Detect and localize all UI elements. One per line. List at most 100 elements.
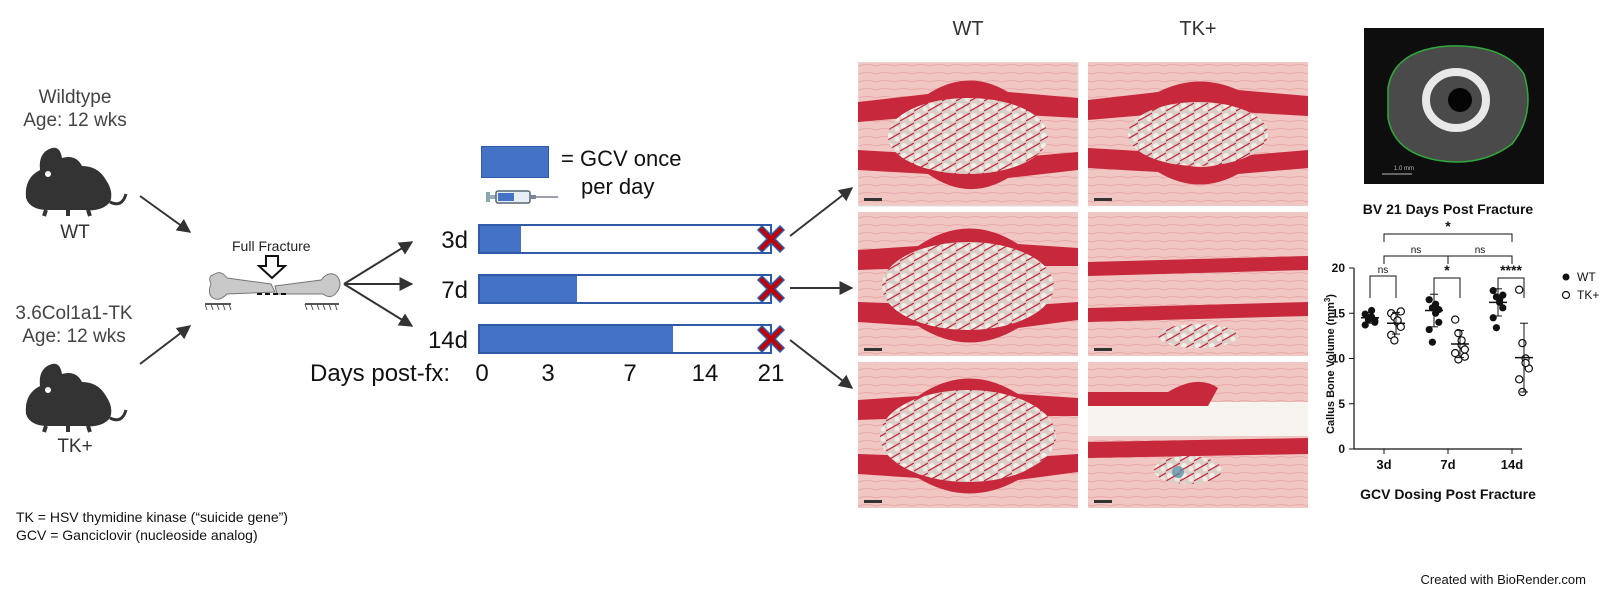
timeline-label: Days post-fx: [310,360,451,387]
significance-bracket [1433,277,1461,298]
data-point-wt-7d [1425,296,1433,304]
histology-wt-3d [858,62,1079,207]
data-point-tk-7d [1460,352,1469,361]
data-point-tk-3d [1396,307,1406,316]
timeline-tick-0: 0 [475,360,489,387]
histology-wt-14d [858,362,1078,508]
significance-bracket [1497,277,1525,298]
chart-axes: 0 5 10 15 20 3d 7d 14d [1332,261,1524,472]
data-point-tk-7d [1450,348,1460,358]
legend-tk-marker [1561,290,1571,300]
tk-mouse-icon [25,363,128,433]
significance-bracket [1369,275,1397,298]
chart-y-axis-label-close: ) [1325,294,1337,298]
biorender-credit: Created with BioRender.com [1420,572,1586,587]
regimen-bar-7d [478,274,772,304]
data-point-tk-14d [1514,285,1524,294]
endpoint-cross-7d-icon [756,274,786,304]
dosing-legend-swatch [481,146,549,178]
dosing-legend-line1: = GCV once [561,146,682,171]
y-tick-label: 20 [1332,261,1346,275]
data-point-tk-3d [1390,336,1399,345]
chart-y-axis-label-main: Callus Bone Volume (mm [1325,302,1337,434]
histology-tk-7d [1088,212,1308,356]
fracture-to-3d-arrow [343,241,414,285]
timeline-tick-7: 7 [623,360,637,387]
tk-to-fracture-arrow [139,325,192,365]
chart-y-axis-label-sup: 3 [1323,297,1332,302]
regimen-label-14d: 14d [427,327,468,354]
regimen-bar-3d [478,224,772,254]
data-point-tk-14d [1514,375,1524,384]
chart-y-axis-label: Callus Bone Volume (mm3) [1323,294,1337,434]
data-point-tk-14d [1521,358,1530,368]
significance-label: * [1444,262,1450,278]
wt-group-title: Wildtype Age: 12 wks [20,86,130,132]
regimen-bar-14d [478,324,772,354]
data-point-tk-7d [1460,345,1469,354]
abbreviation-tk: TK = HSV thymidine kinase (“suicide gene… [16,509,288,525]
chart-points [1361,285,1533,397]
data-point-wt-14d [1489,314,1497,322]
data-point-wt-7d [1435,306,1443,314]
tk-tag: TK+ [57,436,93,457]
dosing-legend-text: = GCV once per day [561,145,681,201]
tk-group-title: 3.6Col1a1-TK Age: 12 wks [4,302,144,348]
fracture-to-14d-arrow [343,283,414,327]
significance-label: ns [1475,245,1486,256]
timeline-tick-14: 14 [691,360,719,387]
regimen-label-7d: 7d [441,277,468,304]
x-tick-label: 3d [1376,457,1391,472]
data-point-wt-14d [1499,304,1507,312]
y-tick-label: 5 [1338,397,1345,411]
microct-cross-section-image: 1.0 mm [1364,28,1544,184]
chart-x-axis-label: GCV Dosing Post Fracture [1360,486,1536,502]
data-point-wt-3d [1371,316,1379,325]
histology-col-header-tk: TK+ [1179,18,1217,40]
timeline-tick-3: 3 [541,360,555,387]
histology-tk-14d [1088,362,1308,508]
data-point-wt-3d [1361,321,1369,329]
regimen-fill-14d [480,326,674,352]
data-point-wt-14d [1489,287,1497,295]
legend-wt-marker [1562,273,1570,281]
data-point-wt-3d [1368,306,1376,315]
significance-bracket [1383,255,1449,264]
y-tick-label: 0 [1338,442,1345,456]
legend-tk-label: TK+ [1577,288,1599,302]
histology-tk-3d [1088,62,1308,206]
significance-label: ns [1378,265,1389,276]
significance-label: **** [1500,262,1522,278]
wt-age: Age: 12 wks [23,110,127,131]
x-tick-label: 14d [1501,457,1523,472]
significance-bracket [1447,255,1513,264]
histology-grid [858,62,1308,508]
tk-age: Age: 12 wks [22,326,126,347]
y-tick-label: 10 [1332,352,1346,366]
histology-wt-7d [858,212,1078,356]
chart-brackets: ns * ****ns ns* [1369,218,1525,298]
data-point-tk-14d [1518,338,1527,348]
x-tick-label: 7d [1440,457,1455,472]
fracture-label: Full Fracture [232,238,311,254]
microct-scale-label: 1.0 mm [1394,166,1414,172]
regimen-fill-3d [480,226,522,252]
timeline-tick-21: 21 [757,360,785,387]
wt-to-fracture-arrow [139,195,192,233]
wt-title: Wildtype [38,87,112,108]
dosing-legend-line2: per day [581,174,655,199]
chart-legend: WT TK+ [1561,270,1599,302]
regimen-label-3d: 3d [441,227,468,254]
abbreviation-gcv: GCV = Ganciclovir (nucleoside analog) [16,527,258,543]
histology-col-header-wt: WT [952,18,984,40]
data-point-wt-7d [1435,318,1443,326]
wt-mouse-icon [25,147,128,217]
regimen-fill-7d [480,276,577,302]
data-point-tk-7d [1450,315,1460,324]
data-point-wt-7d [1428,338,1436,346]
significance-bracket [1383,233,1513,242]
significance-label: * [1445,218,1451,234]
fractured-femur-icon [205,255,341,311]
y-tick-label: 15 [1332,306,1346,320]
